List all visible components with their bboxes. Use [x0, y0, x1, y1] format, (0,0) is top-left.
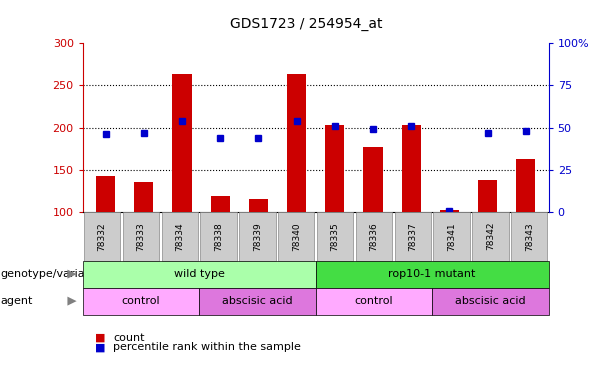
- Text: abscisic acid: abscisic acid: [222, 296, 293, 306]
- Bar: [516, 159, 535, 212]
- Bar: [134, 182, 153, 212]
- Text: ■: ■: [95, 333, 105, 343]
- Text: 78340: 78340: [292, 222, 301, 251]
- Text: control: control: [121, 296, 161, 306]
- Text: control: control: [354, 296, 394, 306]
- Text: 78335: 78335: [330, 222, 340, 251]
- Bar: [96, 177, 115, 212]
- Text: 78339: 78339: [253, 222, 262, 251]
- Text: GDS1723 / 254954_at: GDS1723 / 254954_at: [230, 17, 383, 31]
- Bar: [402, 125, 421, 212]
- Text: 78336: 78336: [370, 222, 378, 251]
- Text: percentile rank within the sample: percentile rank within the sample: [113, 342, 301, 352]
- Bar: [440, 210, 459, 212]
- Text: rop10-1 mutant: rop10-1 mutant: [389, 269, 476, 279]
- Text: 78333: 78333: [137, 222, 145, 251]
- Text: 78342: 78342: [486, 222, 495, 251]
- Bar: [478, 180, 497, 212]
- Text: genotype/variation: genotype/variation: [0, 269, 106, 279]
- Bar: [211, 196, 230, 212]
- Text: 78337: 78337: [408, 222, 417, 251]
- Text: abscisic acid: abscisic acid: [455, 296, 526, 306]
- Text: 78332: 78332: [97, 222, 107, 251]
- Text: 78338: 78338: [214, 222, 223, 251]
- Text: wild type: wild type: [174, 269, 224, 279]
- Text: 78341: 78341: [447, 222, 456, 251]
- Text: agent: agent: [0, 296, 32, 306]
- Text: 78343: 78343: [525, 222, 534, 251]
- Bar: [364, 147, 383, 212]
- Bar: [172, 74, 192, 212]
- Bar: [326, 125, 345, 212]
- Text: ■: ■: [95, 342, 105, 352]
- Bar: [249, 199, 268, 212]
- Text: count: count: [113, 333, 145, 343]
- Bar: [287, 74, 306, 212]
- Text: 78334: 78334: [175, 222, 185, 251]
